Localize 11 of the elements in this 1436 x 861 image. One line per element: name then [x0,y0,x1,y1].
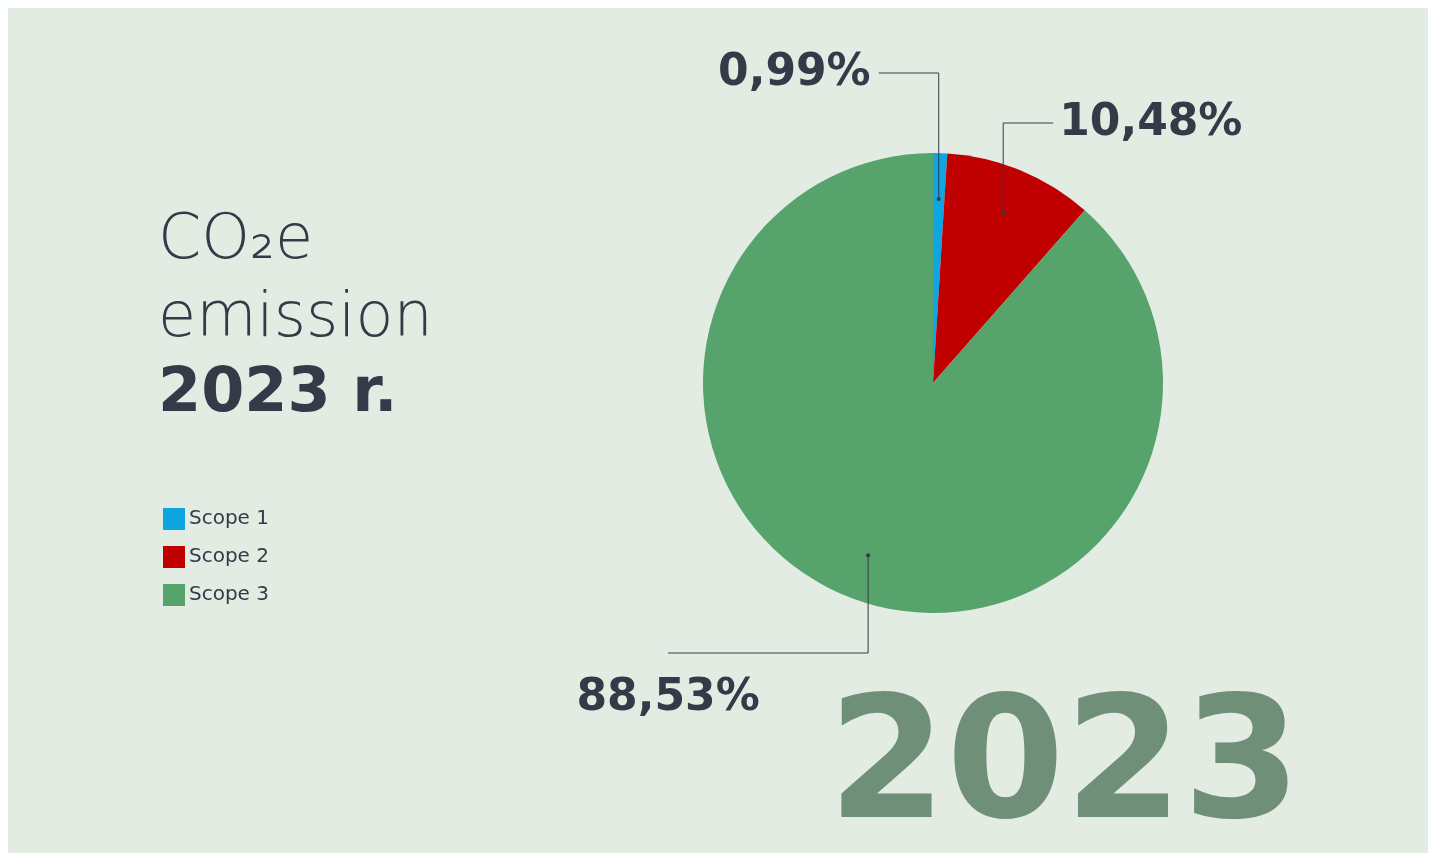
legend-label: Scope 2 [189,543,270,567]
text: 2023 [828,659,1302,855]
data-label: 10,48% [1059,94,1243,145]
pie-slice [933,153,1085,383]
pie-slice [703,153,1163,613]
legend-label: Scope 1 [189,505,270,529]
text: CO₂e emission [158,199,434,353]
text: 2023 r. [158,353,399,428]
data-label: 88,53% [576,669,760,720]
data-label: 0,99% [718,44,871,95]
legend-label: Scope 3 [189,581,270,605]
